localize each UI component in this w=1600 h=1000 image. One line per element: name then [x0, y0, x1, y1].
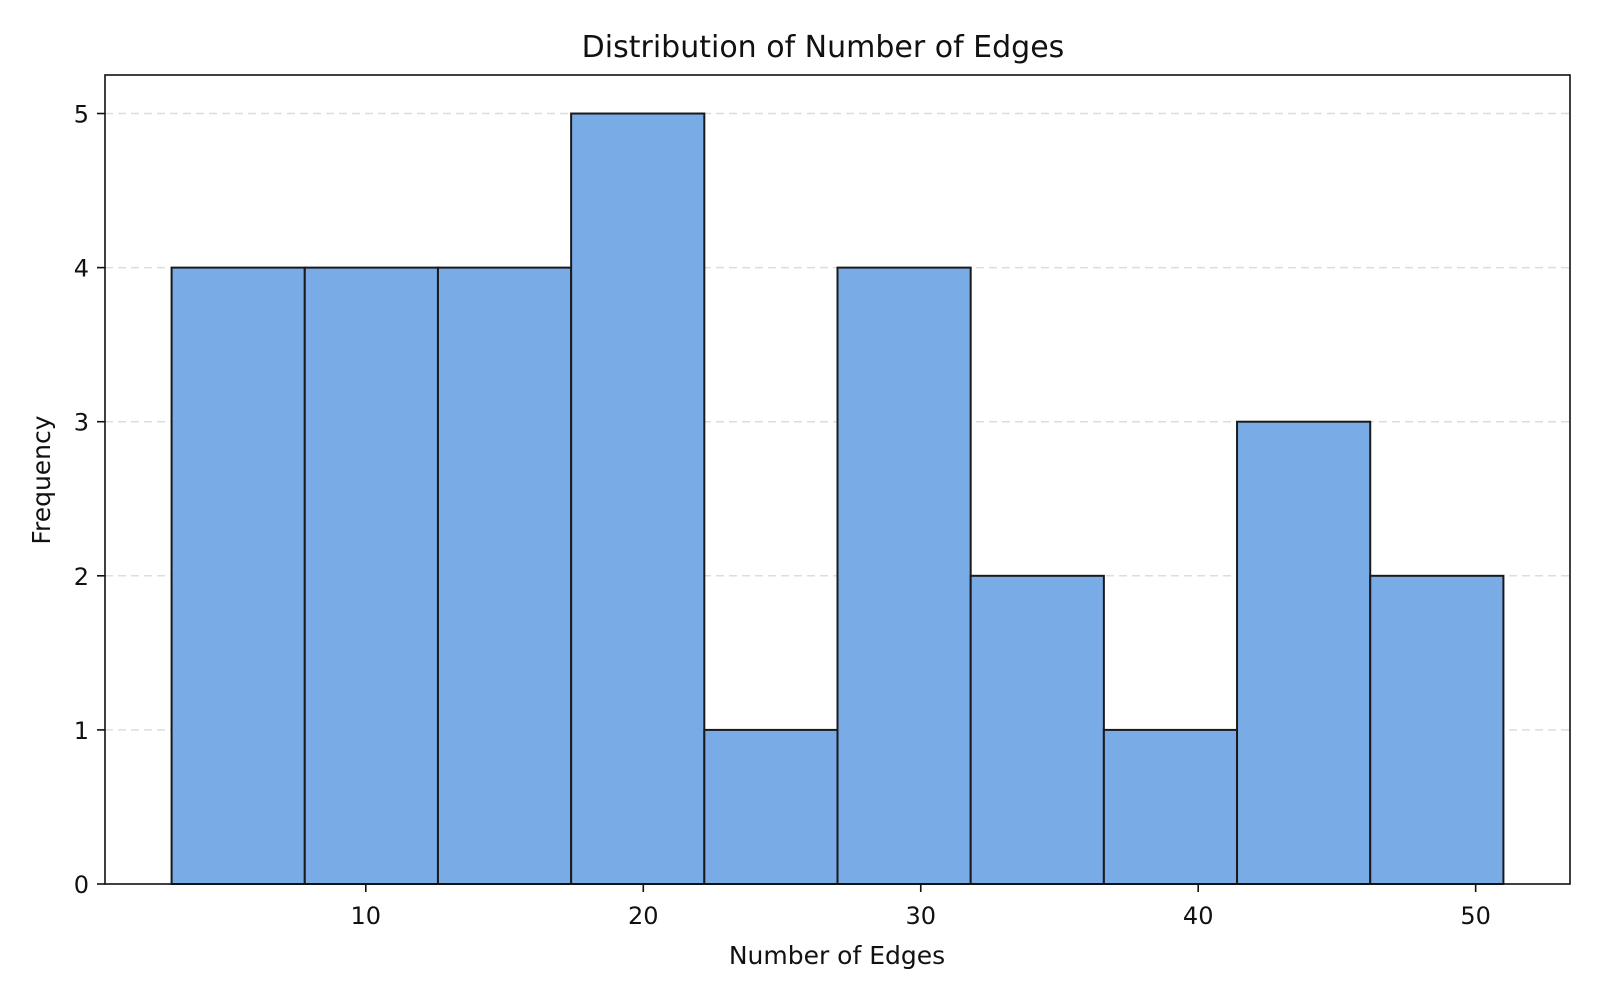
histogram-bar: [1236, 420, 1372, 885]
histogram-bar: [703, 728, 839, 886]
y-axis-ticks: 0 1 2 3 4 5: [74, 101, 105, 899]
histogram-bar: [303, 266, 439, 886]
x-tick-label: 10: [351, 902, 382, 930]
histogram-bar: [969, 574, 1105, 885]
chart-title: Distribution of Number of Edges: [582, 30, 1065, 65]
histogram-bar: [836, 266, 972, 886]
histogram-bars: [170, 112, 1505, 886]
histogram-bar: [570, 112, 706, 886]
x-tick-label: 20: [628, 902, 659, 930]
x-tick-label: 50: [1460, 902, 1491, 930]
histogram-bar: [436, 266, 573, 886]
y-tick-label: 1: [74, 717, 89, 745]
y-tick-label: 0: [74, 871, 89, 899]
y-tick-label: 4: [74, 255, 89, 283]
y-tick-label: 2: [74, 563, 89, 591]
plot-frame: [104, 74, 1571, 885]
x-axis-label: Number of Edges: [729, 941, 945, 970]
x-axis-ticks: 10 20 30 40 50: [351, 884, 1491, 930]
x-tick-label: 30: [905, 902, 936, 930]
y-tick-label: 3: [74, 409, 89, 437]
y-tick-label: 5: [74, 101, 89, 129]
y-axis-label: Frequency: [27, 415, 56, 544]
histogram-bar: [1369, 574, 1505, 885]
x-tick-label: 40: [1183, 902, 1214, 930]
histogram-bar: [1102, 728, 1239, 886]
histogram-bar: [170, 266, 306, 886]
